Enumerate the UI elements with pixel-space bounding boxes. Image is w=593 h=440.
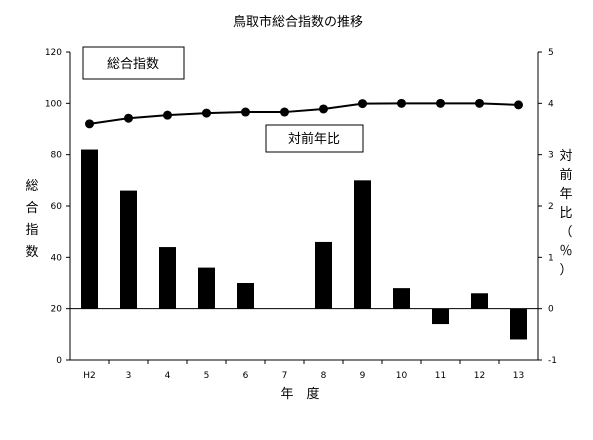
bar [120, 190, 137, 309]
y-axis-title-right-char: ） [559, 263, 572, 278]
tick-label-x: 3 [126, 371, 132, 381]
bar [81, 149, 98, 309]
y-axis-title-right-char: 比 [559, 206, 572, 221]
tick-label-x: 11 [435, 371, 446, 381]
point [397, 98, 406, 108]
tick-label-right: 3 [548, 151, 554, 161]
point [85, 119, 94, 129]
tick-label-left: 80 [51, 151, 63, 161]
tick-label-right: 1 [548, 253, 554, 263]
tick-label-left: 100 [45, 99, 62, 109]
legend-index-label: 総合指数 [107, 57, 159, 72]
point [124, 113, 133, 123]
tick-label-x: 8 [321, 371, 327, 381]
tick-label-x: 9 [360, 371, 366, 381]
tick-label-right: -1 [548, 356, 557, 366]
tick-label-left: 120 [45, 48, 62, 58]
legend-ratio: 対前年比 [265, 124, 364, 153]
bar [315, 241, 332, 309]
y-axis-title-left-char: 数 [25, 245, 38, 260]
legend-ratio-label: 対前年比 [288, 131, 340, 147]
y-axis-title-left-char: 指 [25, 223, 38, 238]
bar [237, 283, 254, 309]
tick-label-right: 5 [548, 48, 554, 58]
bar [354, 180, 371, 309]
tick-label-right: 4 [548, 99, 554, 109]
legend-ratio-box [265, 124, 364, 153]
bar [393, 288, 410, 309]
point [475, 98, 484, 108]
tick-label-right: 2 [548, 202, 554, 212]
line-series [85, 98, 523, 129]
tick-label-left: 0 [56, 356, 62, 366]
tick-label-x: 6 [243, 371, 249, 381]
axes [66, 51, 542, 364]
tick-label-x: 13 [513, 371, 524, 381]
bar [432, 308, 449, 325]
y-axis-title-right-char: 年 [559, 187, 572, 202]
bar-series [81, 149, 527, 340]
tick-label-x: H2 [83, 371, 96, 381]
tick-label-x: 4 [165, 371, 171, 381]
y-axis-title-right-char: ％ [559, 244, 572, 259]
y-axis-title-right-char: 対 [559, 149, 572, 164]
point [202, 108, 211, 118]
point [436, 98, 445, 108]
y-axis-title-right-char: 前 [559, 167, 572, 183]
y-axis-title-right-char: （ [559, 225, 572, 240]
point [280, 107, 289, 117]
y-axis-title-left-char: 合 [25, 201, 38, 216]
chart-title: 鳥取市総合指数の推移 [233, 14, 363, 30]
y-axis-title-left-char: 総 [25, 179, 38, 194]
tick-label-right: 0 [548, 305, 554, 315]
bar [198, 267, 215, 309]
tick-label-x: 7 [282, 371, 288, 381]
point [241, 107, 250, 117]
series-line [89, 102, 519, 125]
point [358, 99, 367, 109]
point [163, 110, 172, 120]
bar [471, 293, 488, 309]
tick-label-left: 20 [51, 305, 63, 315]
tick-label-x: 10 [396, 371, 408, 381]
legend-index: 総合指数 [82, 46, 185, 80]
y-axis-title-left: 総合指数 [25, 179, 38, 260]
point [514, 100, 523, 110]
tick-label-left: 60 [51, 202, 63, 212]
bar [510, 308, 527, 340]
y-axis-title-right: 対前年比 （ ％ ） [559, 149, 572, 278]
tick-label-x: 5 [204, 371, 210, 381]
point [319, 104, 328, 114]
bar [159, 247, 176, 309]
legend-index-box [82, 46, 185, 80]
tick-label-left: 40 [51, 253, 63, 263]
x-axis-title: 年 度 [280, 386, 319, 402]
tick-label-x: 12 [474, 371, 485, 381]
